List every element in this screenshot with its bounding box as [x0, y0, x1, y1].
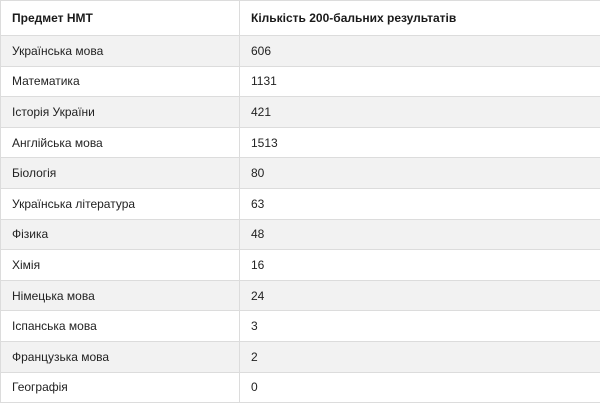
- table-row: Географія 0: [0, 372, 600, 404]
- table-row: Історія України 421: [0, 96, 600, 128]
- table-body: Українська мова 606 Математика 1131 Істо…: [0, 35, 600, 404]
- count-cell: 3: [239, 310, 600, 342]
- count-cell: 421: [239, 96, 600, 128]
- subject-cell: Французька мова: [0, 341, 240, 373]
- count-cell: 0: [239, 372, 600, 404]
- subject-cell: Українська література: [0, 188, 240, 220]
- results-table: Предмет НМТ Кількість 200-бальних резуль…: [0, 0, 600, 404]
- subject-cell: Англійська мова: [0, 127, 240, 159]
- table-row: Німецька мова 24: [0, 280, 600, 312]
- count-cell: 2: [239, 341, 600, 373]
- subject-cell: Історія України: [0, 96, 240, 128]
- subject-cell: Іспанська мова: [0, 310, 240, 342]
- count-cell: 24: [239, 280, 600, 312]
- count-cell: 80: [239, 157, 600, 189]
- table-row: Іспанська мова 3: [0, 310, 600, 342]
- count-cell: 48: [239, 219, 600, 251]
- header-subject: Предмет НМТ: [0, 0, 240, 36]
- subject-cell: Географія: [0, 372, 240, 404]
- header-count: Кількість 200-бальних результатів: [239, 0, 600, 36]
- table-row: Українська література 63: [0, 188, 600, 220]
- table-row: Французька мова 2: [0, 341, 600, 373]
- table-row: Англійська мова 1513: [0, 127, 600, 159]
- count-cell: 606: [239, 35, 600, 67]
- table-header: Предмет НМТ Кількість 200-бальних резуль…: [0, 0, 600, 36]
- subject-cell: Біологія: [0, 157, 240, 189]
- subject-cell: Українська мова: [0, 35, 240, 67]
- table-row: Математика 1131: [0, 66, 600, 98]
- count-cell: 1513: [239, 127, 600, 159]
- subject-cell: Німецька мова: [0, 280, 240, 312]
- table-row: Хімія 16: [0, 249, 600, 281]
- subject-cell: Фізика: [0, 219, 240, 251]
- count-cell: 1131: [239, 66, 600, 98]
- table-row: Біологія 80: [0, 157, 600, 189]
- count-cell: 16: [239, 249, 600, 281]
- subject-cell: Математика: [0, 66, 240, 98]
- table-row: Фізика 48: [0, 219, 600, 251]
- header-row: Предмет НМТ Кількість 200-бальних резуль…: [0, 0, 600, 36]
- table-row: Українська мова 606: [0, 35, 600, 67]
- count-cell: 63: [239, 188, 600, 220]
- subject-cell: Хімія: [0, 249, 240, 281]
